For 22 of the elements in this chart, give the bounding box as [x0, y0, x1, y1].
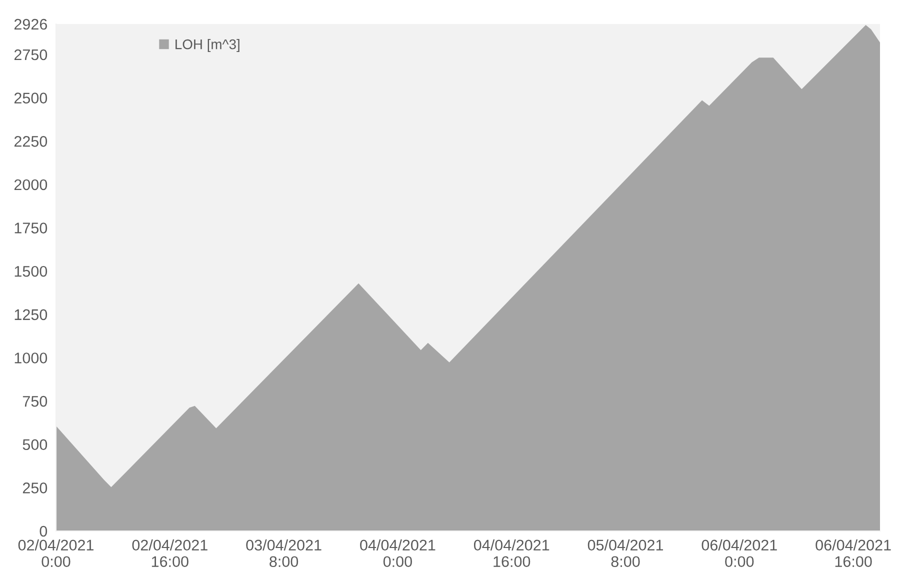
x-tick-label: 03/04/2021 8:00: [246, 539, 322, 568]
y-tick-label: 2926: [14, 18, 47, 30]
y-tick-label: 2750: [14, 49, 48, 60]
legend-label: LOH [m^3]: [176, 39, 240, 52]
y-tick-label: 750: [22, 396, 48, 407]
y-tick-label: 0: [40, 526, 48, 537]
y-tick-label: 1500: [14, 266, 48, 277]
x-tick-label: 02/04/2021 16:00: [132, 539, 208, 568]
x-tick-label: 05/04/2021 8:00: [588, 539, 663, 568]
x-tick-label: 04/04/2021 0:00: [360, 539, 436, 568]
x-tick-label: 06/04/2021 16:00: [816, 539, 891, 568]
x-tick-label: 02/04/2021 0:00: [18, 539, 94, 568]
y-tick-label: 1750: [14, 222, 48, 234]
y-tick-label: 2500: [14, 92, 48, 104]
y-tick-label: 2000: [14, 179, 48, 190]
y-tick-label: 500: [22, 439, 48, 450]
y-tick-label: 2250: [14, 136, 48, 147]
y-tick-label: 1000: [14, 352, 48, 364]
x-tick-label: 04/04/2021 16:00: [474, 539, 550, 568]
x-tick-label: 06/04/2021 0:00: [702, 539, 777, 568]
y-tick-label: 250: [22, 482, 48, 494]
y-tick-label: 1250: [14, 309, 48, 320]
